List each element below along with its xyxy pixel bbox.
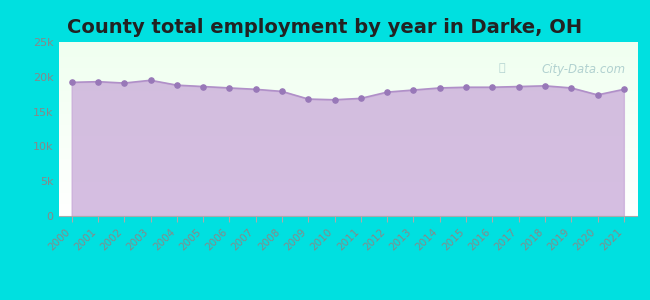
- Point: [119, 81, 129, 85]
- Point: [172, 83, 182, 88]
- Point: [330, 98, 340, 102]
- Point: [250, 87, 261, 92]
- Point: [224, 85, 235, 90]
- Point: [66, 80, 77, 85]
- Point: [566, 85, 577, 90]
- Text: Ⓞ: Ⓞ: [498, 63, 505, 73]
- Point: [198, 84, 208, 89]
- Point: [540, 83, 550, 88]
- Point: [356, 96, 366, 101]
- Point: [514, 84, 524, 89]
- Text: City-Data.com: City-Data.com: [541, 63, 625, 76]
- Point: [93, 79, 103, 84]
- Point: [619, 87, 629, 92]
- Point: [277, 89, 287, 94]
- Point: [461, 85, 471, 90]
- Point: [488, 85, 498, 90]
- Point: [592, 92, 603, 97]
- Point: [435, 85, 445, 90]
- Point: [146, 78, 156, 83]
- Point: [303, 97, 313, 101]
- Point: [382, 90, 393, 94]
- Point: [408, 88, 419, 92]
- Text: County total employment by year in Darke, OH: County total employment by year in Darke…: [68, 18, 582, 37]
